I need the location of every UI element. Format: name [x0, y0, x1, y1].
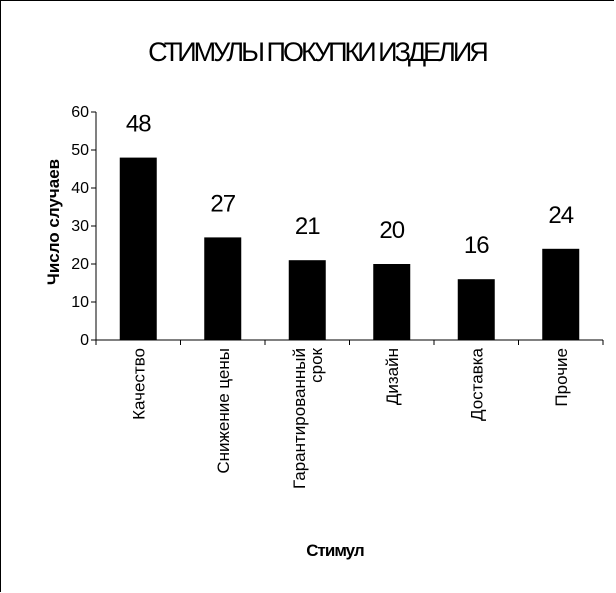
x-tick-label-line: Снижение цены	[214, 348, 233, 474]
x-tick-label: Снижение цены	[214, 348, 233, 474]
data-label: 21	[295, 213, 320, 240]
y-tick-label: 20	[71, 256, 89, 273]
x-tick-label: Дизайн	[383, 348, 402, 405]
y-tick-label: 0	[80, 332, 89, 349]
data-label: 24	[548, 202, 573, 229]
x-tick-label-line: Гарантированный	[290, 348, 309, 489]
x-tick-label-line: Прочие	[552, 348, 571, 407]
y-tick-label: 10	[71, 294, 89, 311]
bars-layer	[119, 157, 580, 340]
y-tick-label: 50	[71, 142, 89, 159]
data-label: 48	[126, 111, 151, 138]
bar-5	[542, 248, 580, 340]
bar-4	[457, 279, 495, 340]
x-tick-label-line: Доставка	[467, 347, 486, 421]
labels-layer: 48 Качество 27 Снижение цены 21 Гарантированн…	[126, 111, 575, 489]
bar-0	[119, 157, 157, 340]
data-label: 27	[210, 190, 235, 217]
data-label: 20	[379, 217, 404, 244]
y-tick-label: 40	[71, 180, 89, 197]
x-axis-label: Стимул	[306, 541, 364, 560]
x-tick-label-line: Дизайн	[383, 348, 402, 405]
bar-1	[204, 237, 242, 340]
y-tick-label: 30	[71, 218, 89, 235]
y-axis-label: Число случаев	[44, 159, 63, 285]
y-tick-label: 60	[71, 104, 89, 121]
x-tick-label-line: Качество	[129, 348, 148, 420]
bar-2	[288, 260, 326, 340]
bar-3	[373, 264, 411, 340]
axes: 0 10 20 30 40 50 60	[71, 104, 604, 349]
x-tick-label: Прочие	[552, 348, 571, 407]
x-tick-label: Доставка	[467, 347, 486, 421]
x-tick-label: Качество	[129, 348, 148, 420]
data-label: 16	[464, 232, 489, 259]
chart-title: СТИМУЛЫ ПОКУПКИ ИЗДЕЛИЯ	[148, 37, 487, 67]
x-tick-label-line: срок	[307, 347, 326, 382]
